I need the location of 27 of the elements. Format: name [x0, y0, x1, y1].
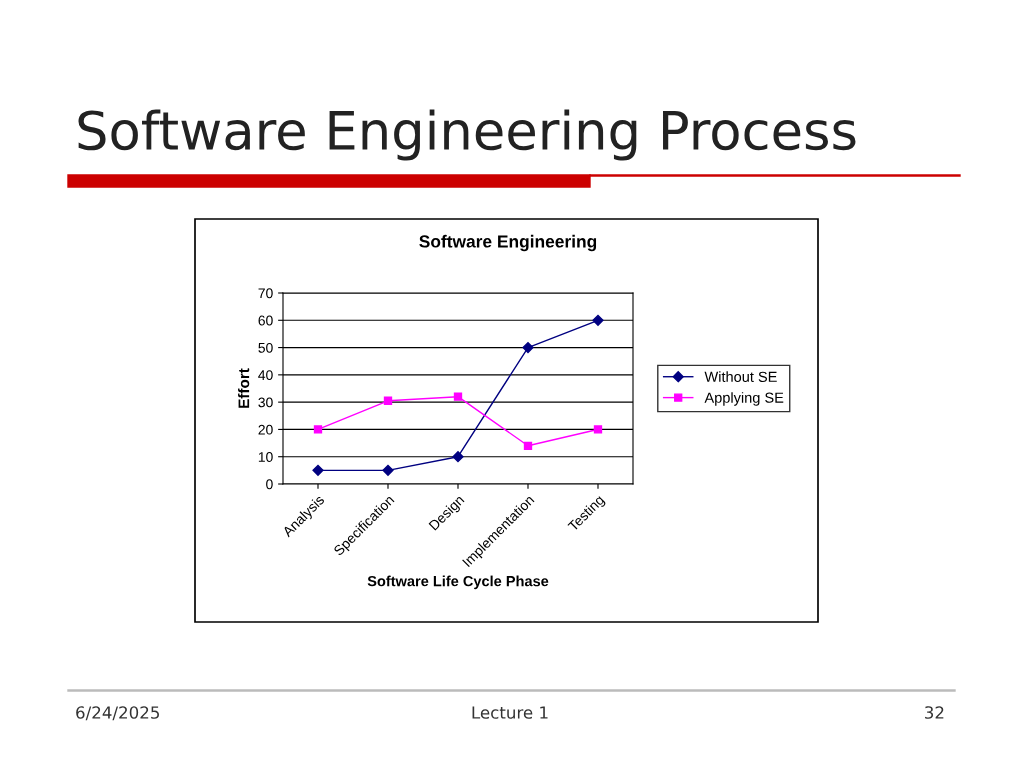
chart-subtitle: Software Engineering — [419, 234, 597, 252]
y-tick-label: 70 — [258, 288, 273, 299]
legend-label: Without SE — [704, 371, 777, 382]
text: 32 — [925, 706, 944, 719]
y-tick-label: 30 — [258, 397, 273, 408]
legend-label: Applying SE — [704, 392, 784, 406]
y-axis-title: Effort — [238, 368, 250, 408]
text: Lecture 1 — [472, 706, 548, 719]
y-tick-label: 10 — [258, 452, 273, 462]
y-tick-label: 60 — [258, 315, 273, 326]
point — [453, 392, 463, 401]
point — [522, 341, 534, 354]
text: 6/24/2025 — [76, 706, 159, 721]
point — [313, 425, 323, 434]
y-tick-label: 0 — [266, 479, 273, 490]
point — [593, 425, 603, 434]
point — [592, 314, 604, 326]
chart-title: Software Engineering Process — [78, 109, 856, 161]
point — [383, 396, 393, 405]
point — [452, 451, 464, 463]
point — [523, 441, 533, 450]
point — [382, 464, 394, 476]
y-tick-label: 40 — [258, 370, 273, 381]
y-tick-label: 20 — [258, 424, 273, 435]
y-tick-label: 50 — [258, 342, 273, 353]
x-axis-title: Software Life Cycle Phase — [367, 575, 549, 590]
point — [312, 464, 324, 476]
